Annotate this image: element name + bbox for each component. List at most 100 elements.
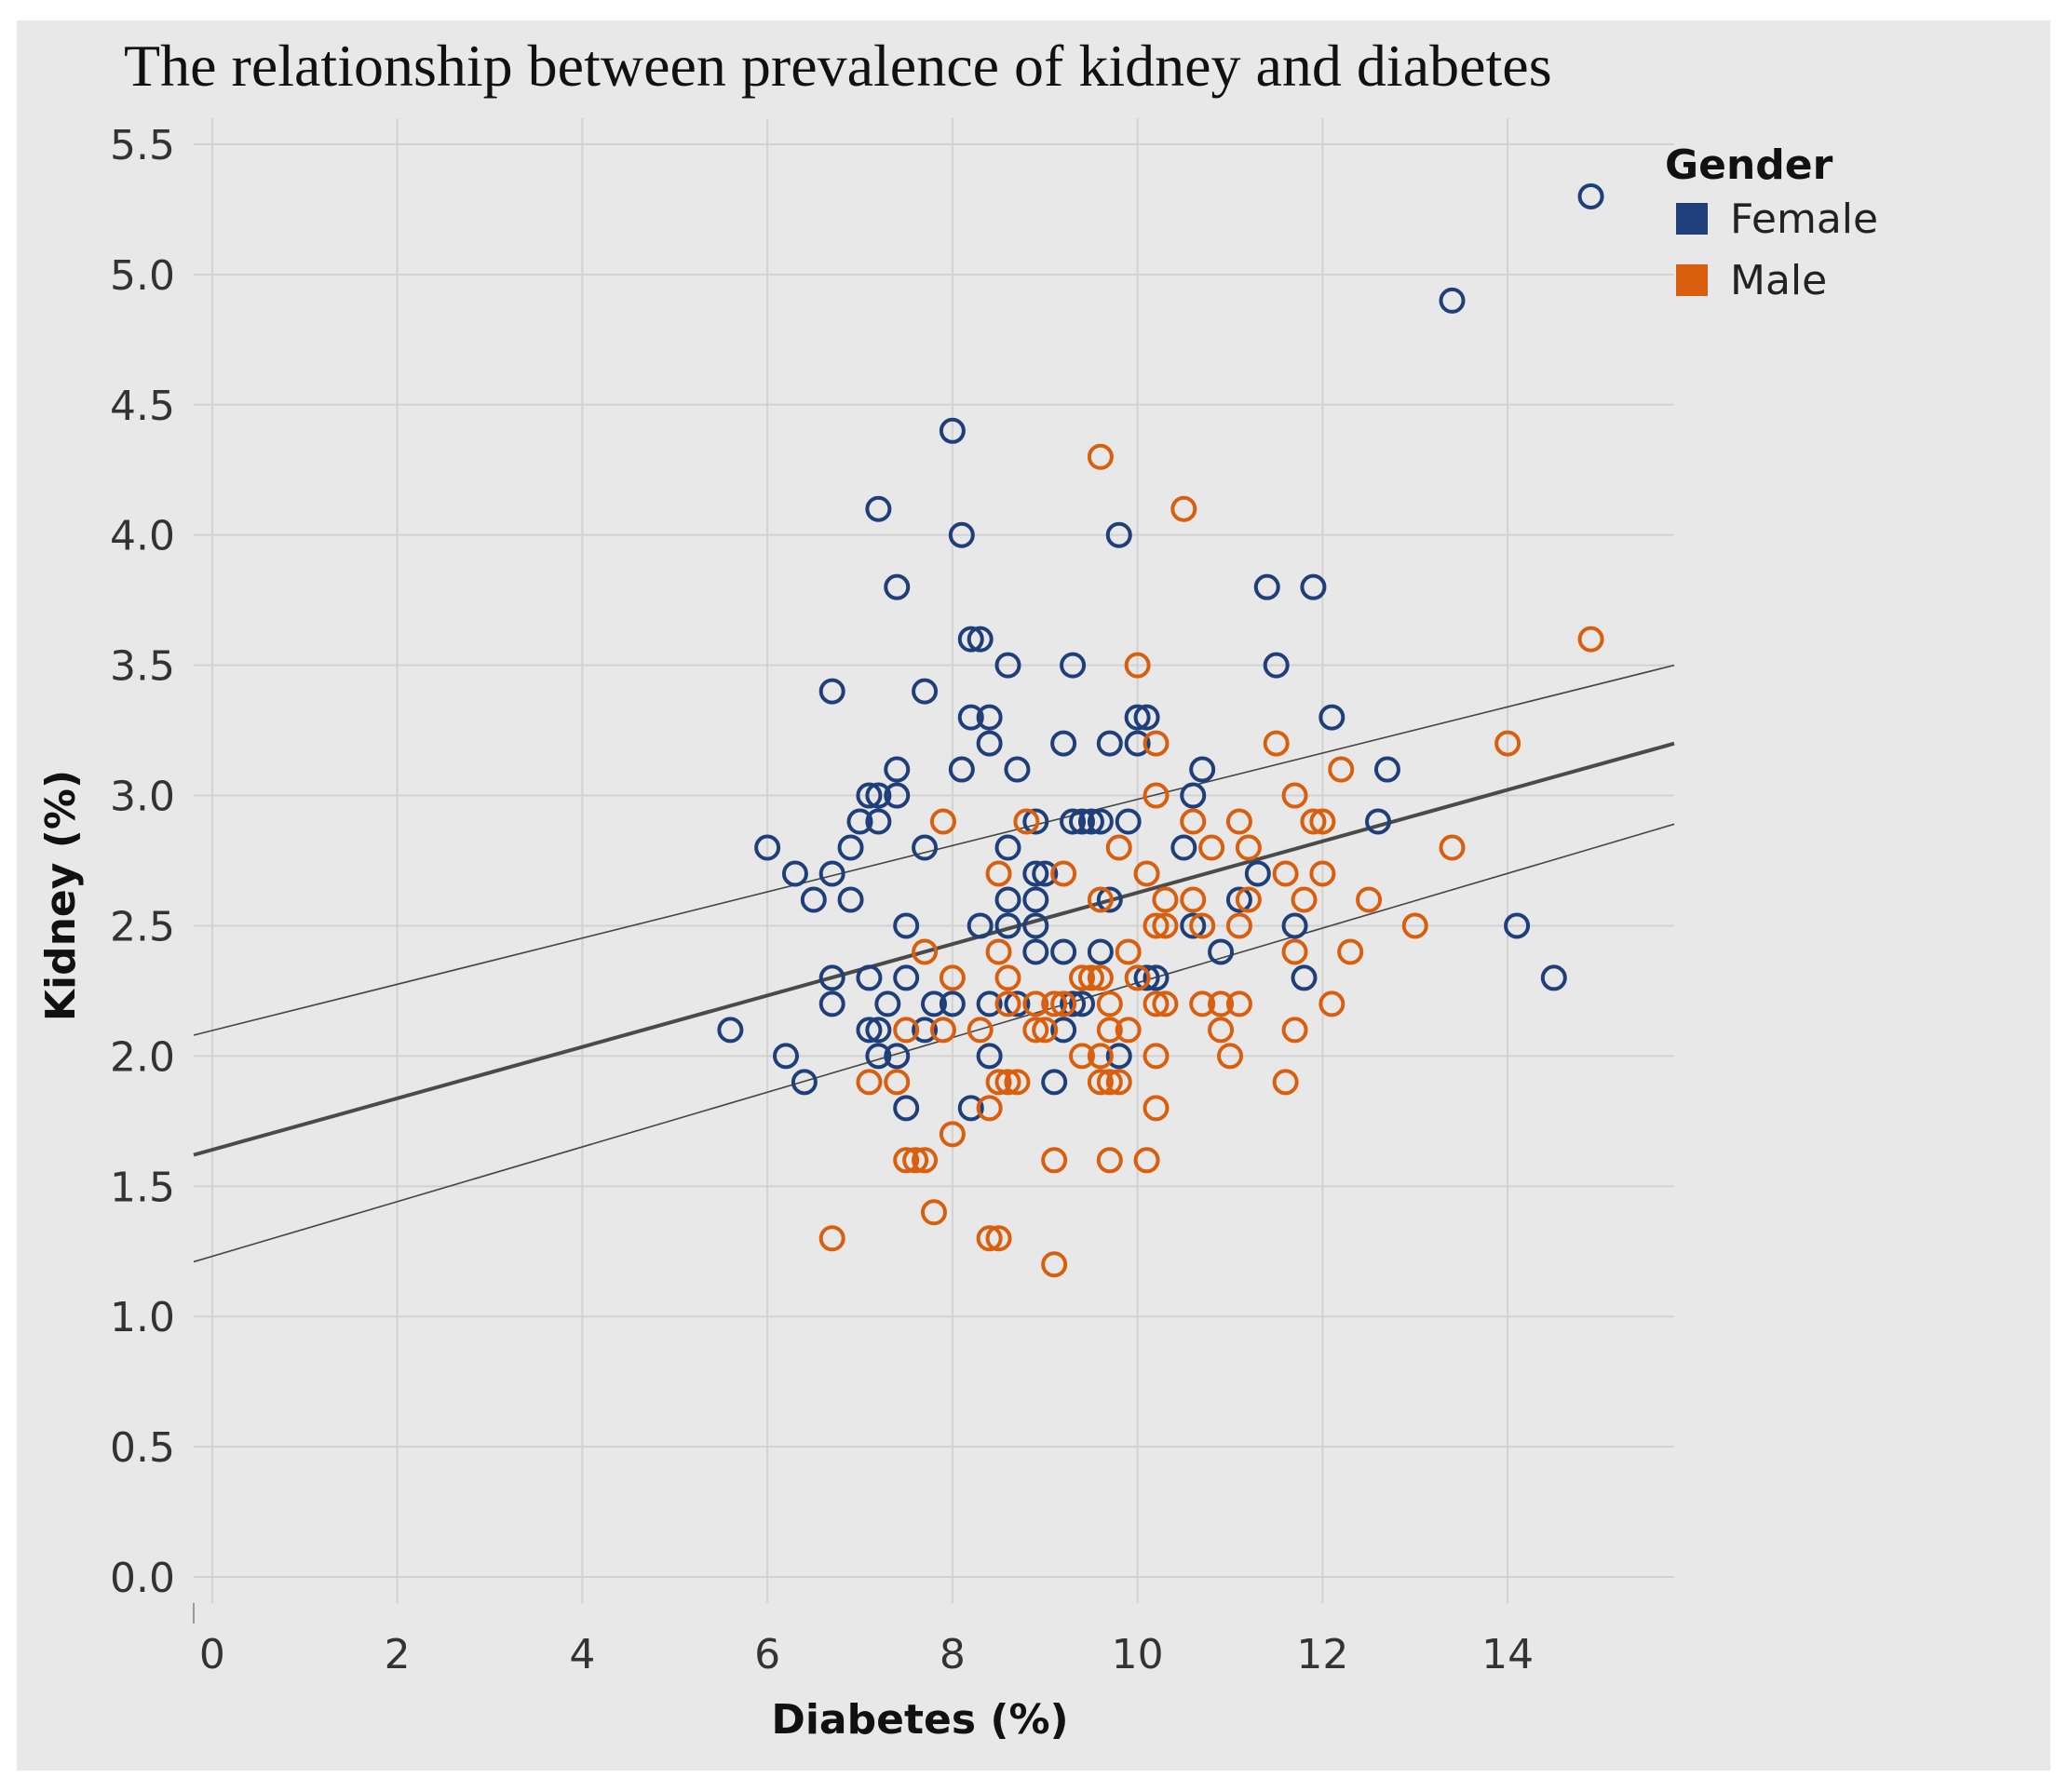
- data-point-male: [1263, 730, 1290, 757]
- data-point-female: [1022, 912, 1049, 939]
- data-point-female: [856, 1017, 883, 1044]
- data-point-female: [1022, 938, 1049, 965]
- data-point-female: [893, 1095, 920, 1122]
- y-tick-label: 4.0: [110, 513, 175, 560]
- data-point-male: [893, 1147, 920, 1174]
- data-point-female: [865, 808, 892, 835]
- data-point-male: [1281, 782, 1308, 809]
- data-point-male: [1013, 808, 1040, 835]
- data-point-female: [846, 808, 873, 835]
- data-point-female: [1004, 756, 1031, 783]
- data-point-male: [1318, 990, 1346, 1017]
- data-point-female: [1244, 860, 1271, 887]
- data-point-male: [1096, 1069, 1123, 1096]
- data-point-male: [976, 1225, 1003, 1252]
- data-point-male: [985, 1225, 1012, 1252]
- data-point-male: [1004, 1069, 1031, 1096]
- data-point-female: [884, 1043, 911, 1070]
- data-point-male: [1087, 964, 1114, 991]
- trend-lines: [193, 664, 1675, 1263]
- data-point-male: [985, 938, 1012, 965]
- legend: Gender Female Male: [1665, 141, 1878, 304]
- data-point-male: [1189, 912, 1216, 939]
- confidence-lower-line: [193, 823, 1675, 1263]
- data-point-female: [781, 860, 808, 887]
- data-point-female: [921, 990, 947, 1017]
- data-point-female: [874, 990, 901, 1017]
- y-tick-label: 5.0: [110, 252, 175, 300]
- data-point-male: [1272, 1069, 1299, 1096]
- data-point-male: [912, 938, 939, 965]
- data-point-female: [957, 704, 984, 731]
- data-point-male: [1133, 1147, 1160, 1174]
- y-tick-label: 4.5: [110, 383, 175, 430]
- y-axis-ticks: 0.0 0.5 1.0 1.5 2.0 2.5 3.0 3.5 4.0 4.5 5.0 5.5: [110, 122, 175, 1602]
- data-point-female: [837, 886, 864, 913]
- data-point-female: [912, 834, 939, 861]
- y-tick-label: 3.0: [110, 774, 175, 821]
- data-point-female: [1069, 990, 1095, 1017]
- data-point-female: [967, 626, 994, 653]
- data-point-male: [1143, 912, 1170, 939]
- data-point-female: [1300, 573, 1327, 600]
- data-point-female: [1087, 808, 1114, 835]
- data-point-female: [976, 1043, 1003, 1070]
- data-point-female: [1077, 808, 1104, 835]
- data-point-female: [948, 521, 975, 548]
- data-point-male: [1069, 964, 1095, 991]
- data-point-female: [912, 1017, 939, 1044]
- data-point-male: [1180, 886, 1207, 913]
- data-point-female: [754, 834, 781, 861]
- data-point-male: [1281, 938, 1308, 965]
- data-point-female: [1105, 1043, 1132, 1070]
- data-point-female: [865, 1017, 892, 1044]
- data-point-male: [1281, 1017, 1308, 1044]
- data-point-female: [994, 912, 1021, 939]
- data-point-male: [1309, 860, 1336, 887]
- data-point-male: [1337, 938, 1364, 965]
- data-point-female: [957, 1095, 984, 1122]
- x-axis-label: Diabetes (%): [771, 1696, 1068, 1744]
- data-point-male: [1050, 990, 1077, 1017]
- data-point-female: [1208, 938, 1235, 965]
- data-point-male: [1170, 495, 1197, 522]
- data-point-male: [902, 1147, 929, 1174]
- data-point-male: [1143, 1095, 1170, 1122]
- data-point-male: [1401, 912, 1428, 939]
- data-point-female: [1143, 964, 1170, 991]
- data-point-female: [1133, 704, 1160, 731]
- data-point-male: [1439, 834, 1466, 861]
- data-point-male: [884, 1069, 911, 1096]
- data-point-female: [865, 782, 892, 809]
- data-point-male: [1152, 912, 1179, 939]
- x-tick-label: 8: [940, 1631, 966, 1678]
- data-point-male: [929, 808, 956, 835]
- chart-title: The relationship between prevalence of k…: [124, 33, 1552, 99]
- y-tick-label: 2.5: [110, 903, 175, 950]
- data-point-female: [717, 1017, 744, 1044]
- data-point-male: [1143, 730, 1170, 757]
- data-point-female: [1060, 808, 1087, 835]
- y-tick-label: 0.5: [110, 1424, 175, 1472]
- legend-label-female: Female: [1730, 195, 1878, 243]
- data-point-male: [1198, 834, 1225, 861]
- data-point-female: [1365, 808, 1391, 835]
- data-point-male: [1152, 990, 1179, 1017]
- data-point-male: [1143, 1043, 1170, 1070]
- data-point-female: [1124, 730, 1151, 757]
- data-point-female: [865, 495, 892, 522]
- data-point-female: [939, 990, 966, 1017]
- data-point-female: [912, 678, 939, 705]
- data-point-male: [1087, 886, 1114, 913]
- legend-label-male: Male: [1730, 257, 1827, 304]
- y-tick-label: 1.5: [110, 1164, 175, 1211]
- data-point-male: [1300, 808, 1327, 835]
- data-point-male: [1022, 1017, 1049, 1044]
- data-point-female: [800, 886, 827, 913]
- data-point-female: [994, 886, 1021, 913]
- data-point-male: [818, 1225, 845, 1252]
- y-tick-label: 3.5: [110, 643, 175, 691]
- data-point-female: [1253, 573, 1280, 600]
- data-point-female: [1170, 834, 1197, 861]
- data-point-male: [1494, 730, 1521, 757]
